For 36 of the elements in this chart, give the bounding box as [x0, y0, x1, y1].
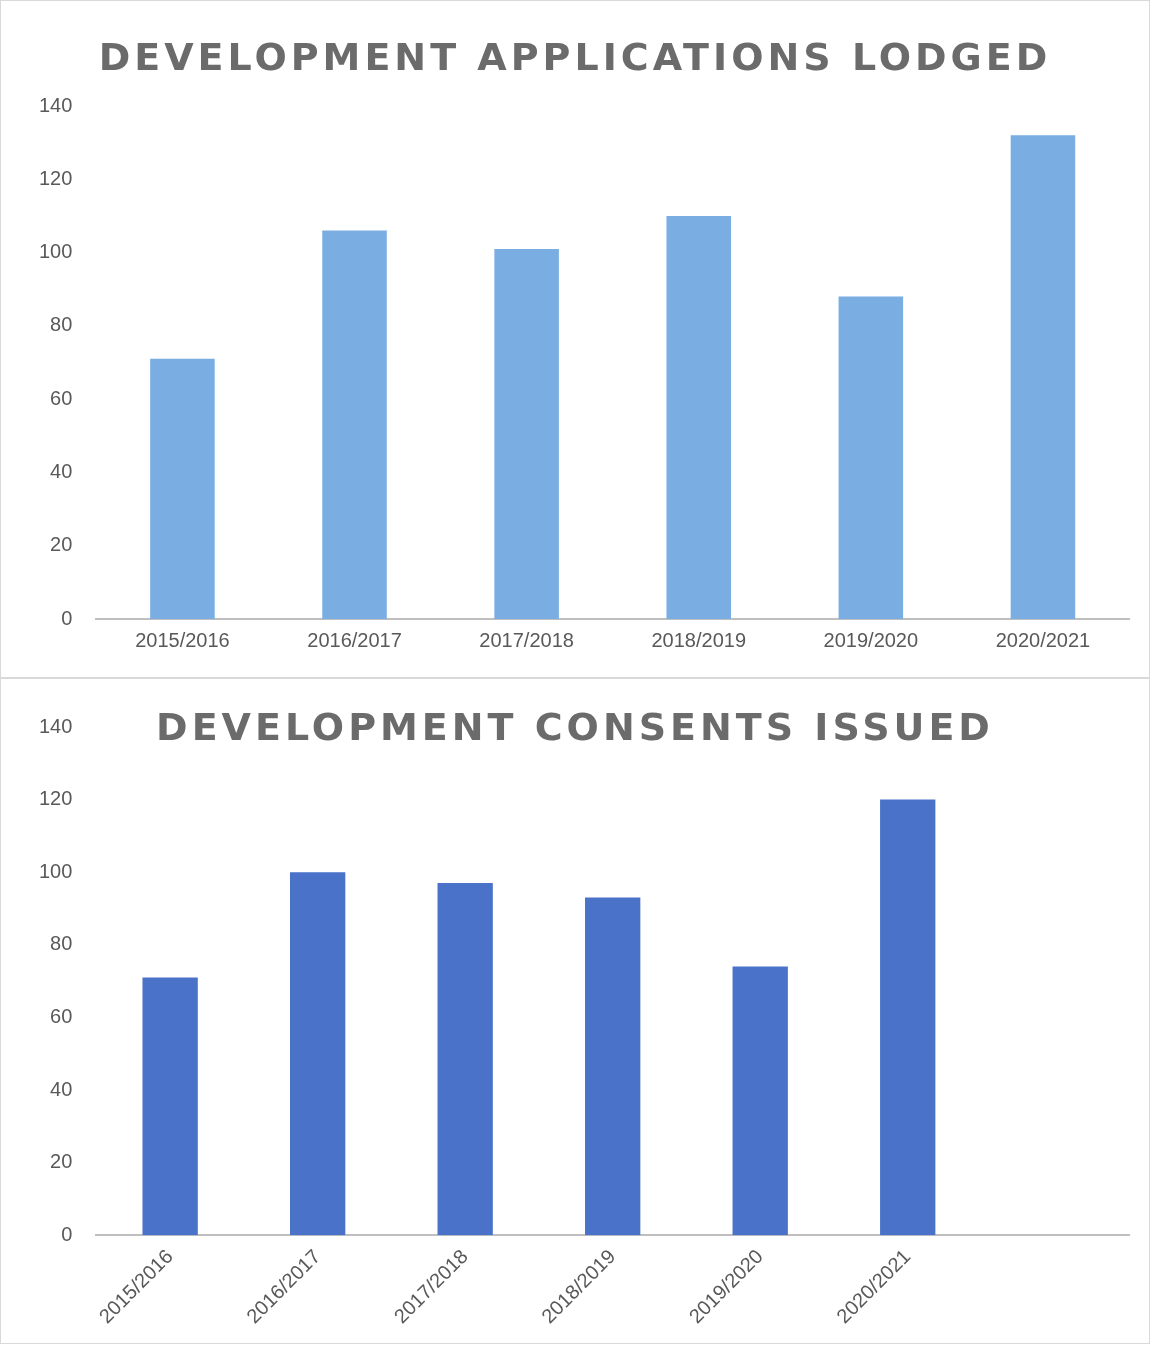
y-tick-label: 20 [50, 533, 73, 556]
y-tick-label: 60 [50, 386, 73, 409]
bar [142, 977, 198, 1236]
x-tick-label: 2016/2017 [307, 628, 402, 651]
bar [494, 248, 559, 619]
chart-title: DEVELOPMENT CONSENTS ISSUED [156, 705, 994, 749]
y-tick-label: 40 [50, 1077, 73, 1100]
x-tick-label: 2018/2019 [651, 628, 747, 651]
bar [666, 215, 732, 619]
y-tick-label: 0 [61, 1222, 73, 1245]
y-tick-label: 0 [61, 606, 73, 629]
x-tick-label: 2015/2016 [135, 628, 230, 651]
bar [150, 358, 215, 619]
bar [437, 883, 493, 1236]
y-tick-label: 100 [38, 240, 73, 263]
bar [732, 966, 788, 1236]
y-tick-label: 140 [38, 93, 73, 116]
x-tick-label: 2017/2018 [479, 628, 574, 651]
bar [1010, 135, 1076, 619]
y-tick-label: 40 [50, 459, 73, 482]
y-tick-label: 140 [38, 714, 73, 737]
x-tick-label: 2020/2021 [995, 628, 1091, 651]
y-tick-label: 20 [50, 1150, 73, 1173]
chart-title: DEVELOPMENT APPLICATIONS LODGED [97, 35, 1053, 79]
bar [585, 897, 641, 1236]
bar [289, 872, 346, 1236]
y-tick-label: 120 [38, 787, 73, 810]
bar [838, 296, 904, 619]
y-tick-label: 120 [38, 166, 73, 189]
bar [322, 230, 387, 619]
x-tick-label: 2019/2020 [823, 628, 919, 651]
y-tick-label: 80 [50, 932, 73, 955]
y-tick-label: 100 [38, 859, 73, 882]
y-tick-label: 60 [50, 1004, 73, 1027]
bar [880, 799, 936, 1236]
y-tick-label: 80 [50, 313, 73, 336]
